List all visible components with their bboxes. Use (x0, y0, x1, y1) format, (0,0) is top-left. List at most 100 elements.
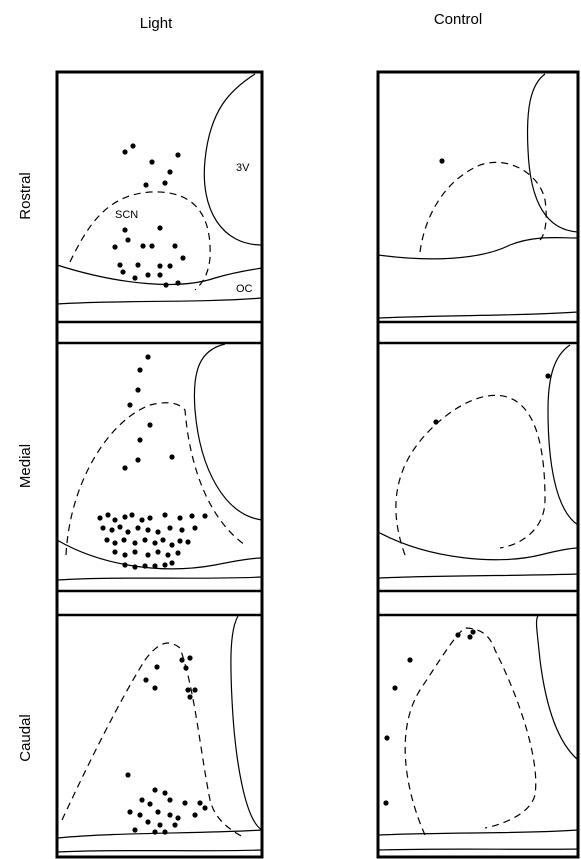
cell-dot (182, 800, 188, 806)
cell-dot (175, 280, 181, 286)
cell-dot (122, 227, 128, 233)
cell-dot (179, 657, 185, 663)
annotation: 3V (236, 162, 250, 174)
cell-dot (187, 694, 193, 700)
cell-dot (140, 243, 146, 249)
column-title: Light (140, 15, 173, 32)
cell-dot (152, 540, 158, 546)
cell-dot (189, 513, 195, 519)
cell-dot (122, 465, 128, 471)
cell-dot (172, 243, 178, 249)
cell-dot (135, 525, 141, 531)
cell-dot (142, 537, 148, 543)
cell-dot (132, 540, 138, 546)
cell-dot (160, 537, 166, 543)
cell-dot (104, 537, 110, 543)
cell-dot (155, 809, 161, 815)
cell-dot (169, 542, 175, 548)
cell-dot (135, 387, 141, 393)
cell-dot (167, 263, 173, 269)
cell-dot (117, 524, 123, 530)
cell-dot (137, 437, 143, 443)
cell-dot (384, 735, 390, 741)
cell-dot (147, 515, 153, 521)
control-column (376, 70, 580, 859)
cell-dot (172, 822, 178, 828)
cell-dot (105, 512, 111, 518)
cell-dot (149, 243, 155, 249)
labeled-cells (97, 143, 551, 835)
cell-dot (157, 822, 163, 828)
cell-dot (112, 549, 118, 555)
cell-dot (183, 665, 189, 671)
cell-dot (152, 563, 158, 569)
cell-dot (145, 527, 151, 533)
cell-dot (137, 812, 143, 818)
cell-dot (127, 809, 133, 815)
cell-dot (132, 549, 138, 555)
cell-dot (163, 282, 169, 288)
cell-dot (132, 827, 138, 833)
cell-dot (162, 562, 168, 568)
cell-dot (179, 527, 185, 533)
cell-dot (467, 634, 473, 640)
cell-dot (130, 143, 136, 149)
cell-dot (125, 529, 131, 535)
cell-dot (122, 514, 128, 520)
cell-dot (180, 255, 186, 261)
cell-dot (112, 244, 118, 250)
cell-dot (162, 180, 168, 186)
cell-dot (167, 812, 173, 818)
cell-dot (152, 685, 158, 691)
cell-dot (125, 772, 131, 778)
cell-dot (142, 563, 148, 569)
cell-dot (100, 525, 106, 531)
cell-dot (185, 539, 191, 545)
cell-dot (439, 158, 445, 164)
cell-dot (192, 812, 198, 818)
cell-dot (433, 419, 439, 425)
cell-dot (122, 552, 128, 558)
cell-dot (152, 829, 158, 835)
cell-dot (121, 537, 127, 543)
cell-dot (470, 629, 476, 635)
cell-dot (112, 517, 118, 523)
cell-dot (135, 457, 141, 463)
cell-dot (202, 805, 208, 811)
cell-dot (122, 562, 128, 568)
cell-dot (145, 819, 151, 825)
cell-dot (139, 797, 145, 803)
cell-dot (145, 354, 151, 360)
cell-dot (197, 800, 203, 806)
cell-dot (185, 687, 191, 693)
cell-dot (455, 632, 461, 638)
cell-dot (143, 182, 149, 188)
cell-dot (117, 262, 123, 268)
cell-dot (139, 517, 145, 523)
cell-dot (145, 552, 151, 558)
cell-dot (167, 525, 173, 531)
cell-dot (545, 373, 551, 379)
annotation: OC (236, 283, 253, 295)
cell-dot (147, 801, 153, 807)
cell-dot (187, 655, 193, 661)
cell-dot (167, 169, 173, 175)
cell-dot (132, 275, 138, 281)
annotation: SCN (115, 209, 138, 221)
cell-dot (167, 797, 173, 803)
cell-dot (175, 815, 181, 821)
cell-dot (122, 149, 128, 155)
cell-dot (175, 550, 181, 556)
row-title: Rostral (17, 172, 34, 220)
cell-dot (120, 269, 126, 275)
cell-dot (392, 685, 398, 691)
cell-dot (202, 513, 208, 519)
cell-dot (383, 800, 389, 806)
cell-dot (192, 687, 198, 693)
cell-dot (125, 237, 131, 243)
cell-dot (162, 512, 168, 518)
cell-dot (157, 225, 163, 231)
cell-dot (177, 538, 183, 544)
column-title: Control (434, 11, 482, 28)
